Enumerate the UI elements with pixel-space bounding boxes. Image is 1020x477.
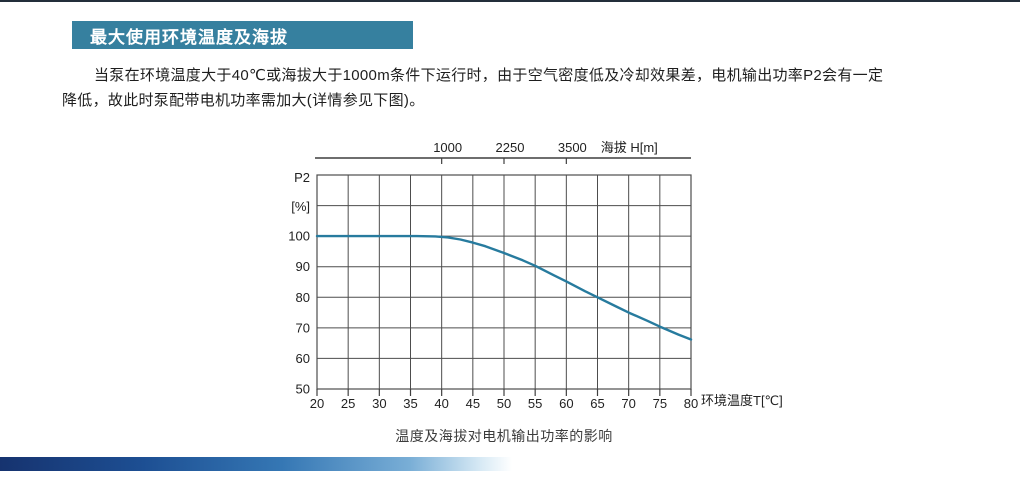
chart-caption: 温度及海拔对电机输出功率的影响 [395, 428, 613, 444]
page-top-rule [0, 0, 1020, 2]
page-bottom-decoration-bar [0, 457, 512, 471]
derating-curve [315, 234, 693, 341]
x-tick-label: 65 [590, 396, 604, 411]
x-tick-label: 70 [621, 396, 635, 411]
x-tick-label: 35 [403, 396, 417, 411]
altitude-tick-label: 1000 [433, 140, 462, 155]
y-tick-label: 60 [296, 351, 310, 366]
x-tick-label: 45 [466, 396, 480, 411]
derating-chart-svg: 20 25 30 35 40 45 50 55 60 65 70 75 80 环境温度T[℃]100908… [288, 140, 783, 411]
y-axis-title-line2: [%] [291, 199, 310, 214]
body-paragraph: 当泵在环境温度大于40℃或海拔大于1000m条件下运行时，由于空气密度低及冷却效… [62, 63, 962, 113]
y-tick-label: 50 [296, 382, 310, 397]
altitude-axis-title: 海拔 H[m] [601, 140, 658, 155]
x-tick-label: 25 [341, 396, 355, 411]
y-axis-title-line1: P2 [294, 170, 310, 185]
paragraph-line-2: 降低，故此时泵配带电机功率需加大(详情参见下图)。 [62, 92, 425, 109]
x-tick-label: 30 [372, 396, 386, 411]
y-tick-label: 100 [288, 229, 310, 244]
x-tick-label: 80 [684, 396, 698, 411]
x-tick-label: 60 [559, 396, 573, 411]
x-tick-label: 55 [528, 396, 542, 411]
altitude-tick-label: 3500 [558, 140, 587, 155]
x-tick-label: 20 [310, 396, 324, 411]
section-title: 最大使用环境温度及海拔 [90, 27, 288, 47]
derating-chart: 20 25 30 35 40 45 50 55 60 65 70 75 80 环境温度T[℃] 100 90 8… [280, 133, 820, 425]
paragraph-line-1: 当泵在环境温度大于40℃或海拔大于1000m条件下运行时，由于空气密度低及冷却效… [94, 67, 884, 84]
x-tick-label: 50 [497, 396, 511, 411]
y-tick-label: 70 [296, 320, 310, 335]
y-tick-label: 90 [296, 259, 310, 274]
section-header-bar: 最大使用环境温度及海拔 [72, 21, 413, 49]
x-axis-title: 环境温度T[℃] [701, 393, 783, 408]
y-tick-label: 80 [296, 290, 310, 305]
altitude-tick-label: 2250 [496, 140, 525, 155]
x-tick-label: 40 [434, 396, 448, 411]
x-tick-label: 75 [653, 396, 667, 411]
